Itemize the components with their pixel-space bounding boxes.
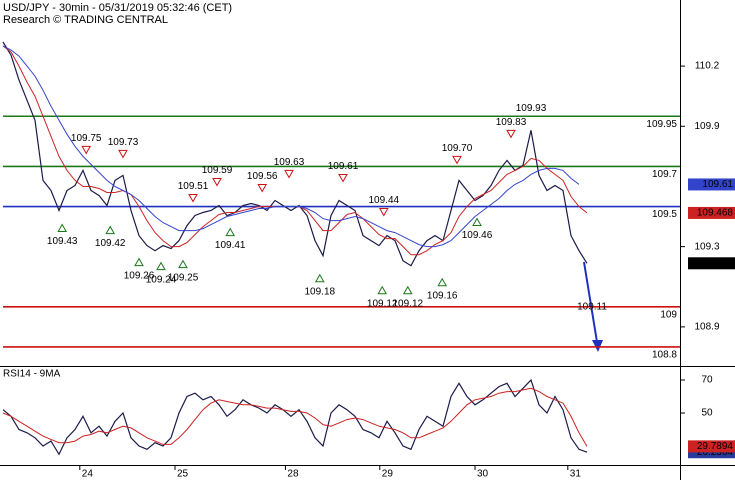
y-tick-label: 108.9 — [694, 322, 719, 333]
last-value-label: 109.468 — [697, 208, 734, 219]
series-line — [2, 45, 580, 248]
support-label: 109.25 — [168, 272, 199, 283]
rsi-title: RSI14 - 9MA — [3, 369, 61, 380]
support-marker — [472, 217, 482, 227]
last-value-label: 109.61 — [702, 179, 733, 190]
support-marker — [105, 225, 116, 235]
last-value-label: 109.217 — [697, 258, 734, 269]
y-tick-label: 110.2 — [695, 61, 720, 72]
support-marker — [225, 227, 236, 237]
chart-subtitle: Research © TRADING CENTRAL — [3, 14, 168, 26]
y-tick-label: 70 — [701, 375, 713, 386]
resistance-label: 109.51 — [178, 181, 209, 192]
support-marker — [134, 257, 144, 267]
x-tick-label: 24 — [82, 469, 94, 480]
last-value-box — [688, 178, 735, 191]
last-value-label: 26.2364 — [697, 447, 734, 458]
resistance-label: 109.59 — [202, 165, 233, 176]
y-tick-label: 109.3 — [694, 241, 719, 252]
resistance-marker — [118, 149, 128, 159]
level-label: 109.7 — [652, 169, 677, 180]
target-label: 109.11 — [577, 302, 607, 313]
support-marker — [314, 273, 325, 283]
forecast-arrowhead — [592, 340, 603, 352]
y-tick-label: 50 — [701, 408, 713, 419]
level-label: 108.8 — [652, 350, 677, 361]
support-marker — [402, 285, 413, 295]
x-tick-label: 30 — [477, 469, 489, 480]
last-value-label: 29.7894 — [697, 441, 734, 452]
level-label: 109.95 — [646, 119, 677, 130]
support-label: 109.42 — [95, 238, 126, 249]
resistance-marker — [378, 208, 389, 217]
resistance-marker — [81, 145, 92, 155]
resistance-label: 109.73 — [108, 137, 139, 148]
support-label: 109.18 — [305, 286, 336, 297]
resistance-label: 109.61 — [328, 161, 359, 172]
last-value-box — [688, 206, 735, 219]
resistance-label: 109.63 — [274, 157, 305, 168]
resistance-label: 109.70 — [442, 143, 473, 154]
x-tick-label: 31 — [570, 469, 582, 480]
level-label: 109 — [660, 309, 677, 320]
resistance-marker — [506, 129, 516, 139]
last-value-box — [688, 440, 735, 453]
support-label: 109.46 — [462, 230, 493, 241]
y-tick-label: 109.9 — [694, 121, 719, 132]
support-label: 109.12 — [393, 298, 424, 309]
x-tick-label: 29 — [382, 469, 394, 480]
resistance-marker — [338, 173, 348, 183]
support-marker — [377, 285, 388, 295]
resistance-marker — [212, 177, 222, 187]
resistance-label: 109.83 — [496, 117, 527, 128]
support-marker — [57, 223, 68, 233]
support-label: 109.24 — [146, 274, 177, 285]
x-tick-label: 25 — [177, 469, 189, 480]
resistance-marker — [284, 169, 294, 179]
resistance-label: 109.75 — [71, 133, 102, 144]
chart-title: USD/JPY - 30min - 05/31/2019 05:32:46 (C… — [3, 2, 232, 14]
series-line — [2, 378, 588, 456]
x-tick-label: 28 — [287, 469, 299, 480]
support-marker — [178, 259, 188, 269]
resistance-marker — [257, 183, 268, 193]
support-label: 109.26 — [124, 270, 155, 281]
support-marker — [156, 261, 166, 271]
series-line — [2, 387, 588, 447]
support-label: 109.43 — [47, 236, 78, 247]
forecast-arrow — [583, 261, 598, 343]
support-marker — [437, 277, 448, 287]
last-value-box — [688, 257, 735, 270]
support-label: 109.41 — [215, 240, 246, 251]
resistance-label: 109.93 — [516, 103, 547, 114]
resistance-label: 109.44 — [369, 195, 400, 206]
resistance-marker — [452, 155, 462, 165]
level-label: 109.5 — [652, 209, 677, 220]
resistance-marker — [188, 194, 198, 203]
resistance-label: 109.56 — [247, 171, 278, 182]
support-label: 109.16 — [427, 290, 458, 301]
series-line — [2, 41, 588, 267]
support-label: 109.12 — [367, 298, 398, 309]
